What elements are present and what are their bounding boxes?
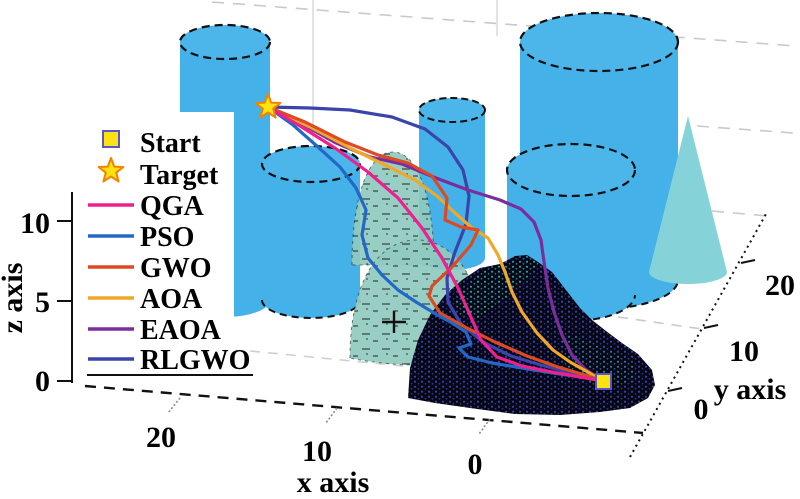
z-axis-label: z axis (0, 263, 29, 334)
z-tick-label: 0 (35, 365, 50, 398)
path-qga (266, 105, 605, 383)
legend-item-pso: PSO (88, 222, 194, 253)
target-marker (254, 93, 282, 119)
legend-label-aoa: AOA (140, 284, 203, 315)
legend-item-gwo: GWO (88, 253, 212, 284)
terrain-highlight (455, 256, 540, 318)
hemisphere-cross-mark (382, 311, 406, 333)
legend-item-target: Target (97, 157, 219, 191)
grid-line-dashed (711, 210, 769, 217)
grid-line-dashed (617, 316, 703, 330)
cone-obstacle (649, 116, 727, 284)
obstacles (178, 11, 727, 415)
x-axis-ticks (167, 397, 491, 435)
legend-label-target: Target (140, 160, 219, 191)
legend-label-pso: PSO (140, 222, 194, 253)
start-marker (595, 373, 612, 390)
y-tick-label: 10 (729, 335, 759, 368)
x-tick-label: 10 (302, 435, 332, 468)
x-axis-line (84, 384, 644, 435)
z-axis-ticks (57, 220, 71, 382)
y-tick-label: 0 (694, 393, 709, 426)
legend-label-rlgwo: RLGWO (140, 345, 250, 376)
y-axis-line (629, 213, 767, 458)
legend-label-start: Start (140, 128, 201, 159)
legend-item-eaoa: EAOA (88, 315, 222, 346)
legend-item-aoa: AOA (88, 284, 203, 315)
axes: 10 5 0 z axis 20 10 0 x axis 20 10 0 y a… (0, 192, 795, 499)
legend-label-gwo: GWO (140, 253, 212, 284)
path-rlgwo (266, 105, 605, 383)
cylinder-obstacle (418, 97, 486, 270)
start-marker-swatch (102, 130, 120, 148)
x-tick-label: 0 (468, 448, 483, 481)
z-tick-label: 5 (35, 286, 50, 319)
z-tick-label: 10 (20, 207, 50, 240)
target-marker-swatch (97, 157, 125, 183)
grid-line-dashed (211, 1, 796, 47)
x-axis-label: x axis (297, 466, 370, 499)
y-tick-label: 20 (765, 269, 795, 302)
legend-item-qga: QGA (88, 191, 205, 222)
grid-line-dashed (696, 125, 794, 134)
y-axis-label: y axis (714, 373, 787, 406)
legend-item-rlgwo: RLGWO (88, 345, 250, 376)
path-gwo (266, 105, 605, 383)
path-pso (266, 105, 605, 383)
cylinder-obstacle (260, 144, 362, 319)
legend-label-eaoa: EAOA (140, 315, 222, 346)
legend: Start Target QGA PSO GWO AOA EAOA RLGWO (86, 112, 250, 376)
legend-item-start: Start (102, 128, 201, 159)
x-tick-label: 20 (146, 421, 176, 454)
y-axis-ticks (667, 259, 756, 392)
legend-label-qga: QGA (140, 191, 205, 222)
path-aoa (266, 105, 605, 383)
algorithm-paths (266, 105, 605, 383)
